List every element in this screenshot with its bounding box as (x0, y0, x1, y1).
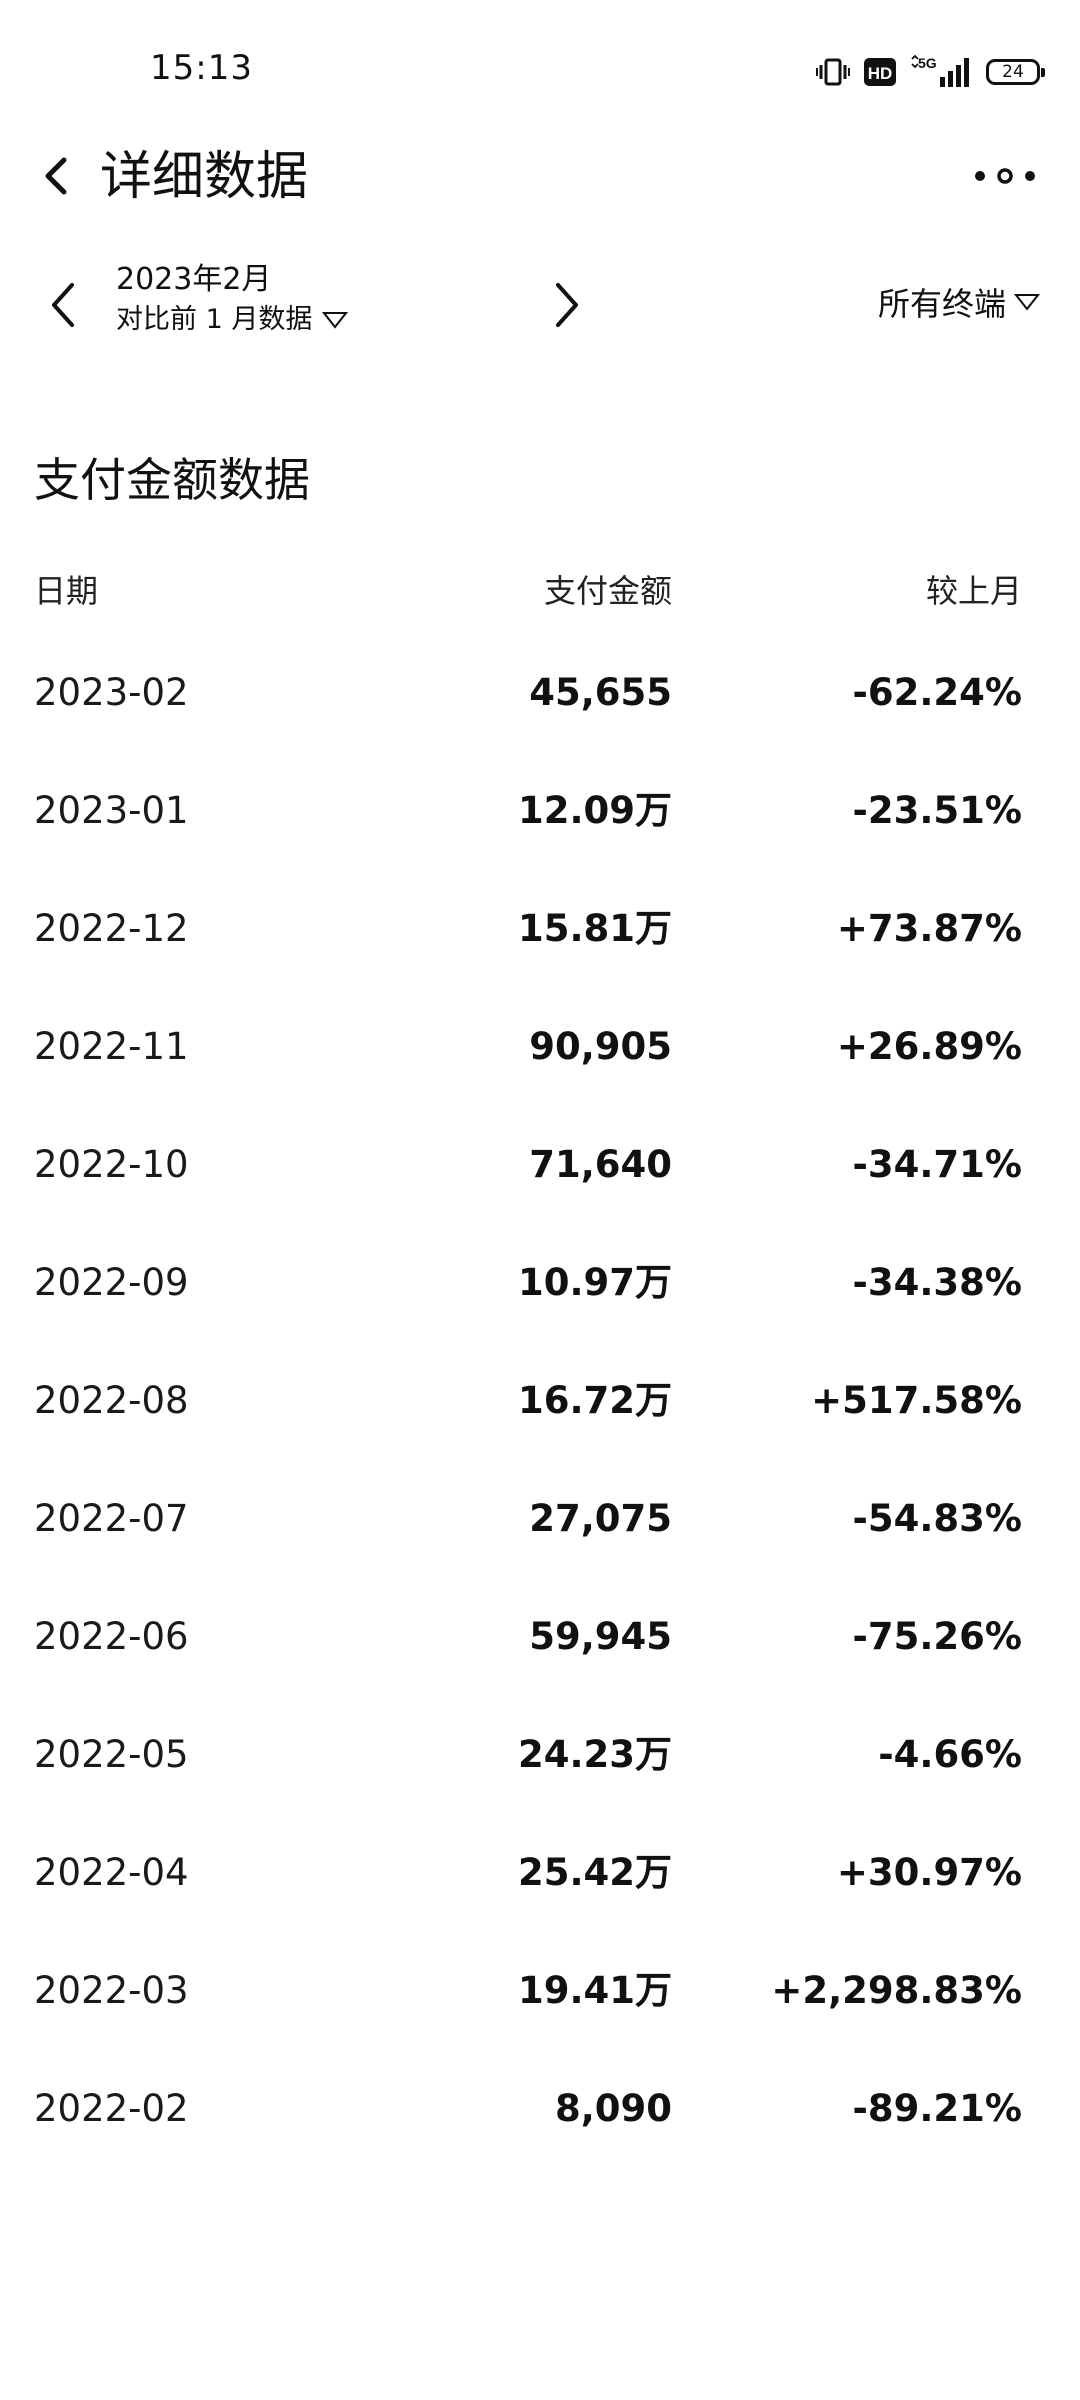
row-change: -62.24% (852, 671, 1022, 714)
row-date: 2022-10 (34, 1143, 189, 1186)
row-date: 2022-11 (34, 1025, 189, 1068)
chevron-left-icon (45, 157, 67, 195)
row-date: 2022-04 (34, 1851, 189, 1894)
row-change: -23.51% (852, 789, 1022, 832)
row-date: 2022-07 (34, 1497, 189, 1540)
chevron-left-icon (52, 283, 74, 327)
terminal-selector[interactable]: 所有终端 (878, 279, 1040, 325)
network-label: 5G (918, 55, 937, 71)
table-header: 日期 支付金额 较上月 (0, 555, 1080, 627)
chevron-right-icon (556, 283, 578, 327)
row-date: 2022-02 (34, 2087, 189, 2130)
section-title: 支付金额数据 (34, 453, 310, 507)
row-amount: 19.41万 (517, 1969, 672, 2012)
row-change: -4.66% (878, 1733, 1022, 1776)
row-date: 2023-02 (34, 671, 189, 714)
status-icons: HD 5G 24 (816, 52, 1045, 92)
row-amount: 16.72万 (517, 1379, 672, 1422)
table-row: 2022-05 24.23万 -4.66% (0, 1689, 1080, 1807)
row-amount: 12.09万 (517, 789, 672, 832)
row-change: -75.26% (852, 1615, 1022, 1658)
hd-icon: HD (864, 58, 896, 86)
back-button[interactable] (30, 148, 86, 204)
row-change: +30.97% (836, 1851, 1022, 1894)
row-change: -34.71% (852, 1143, 1022, 1186)
row-date: 2022-06 (34, 1615, 189, 1658)
status-bar: 15:13 HD 5G 24 (0, 0, 1080, 140)
table-row: 2023-01 12.09万 -23.51% (0, 745, 1080, 863)
row-amount: 10.97万 (517, 1261, 672, 1304)
table-row: 2022-06 59,945 -75.26% (0, 1571, 1080, 1689)
row-change: +26.89% (836, 1025, 1022, 1068)
row-date: 2022-05 (34, 1733, 189, 1776)
status-time: 15:13 (150, 48, 253, 88)
row-amount: 15.81万 (517, 907, 672, 950)
row-change: +73.87% (836, 907, 1022, 950)
row-amount: 59,945 (529, 1615, 672, 1658)
terminal-label: 所有终端 (877, 285, 1006, 323)
header-change: 较上月 (925, 572, 1022, 610)
row-amount: 71,640 (529, 1143, 672, 1186)
more-dots-icon (975, 168, 1035, 184)
dropdown-triangle-icon (1014, 294, 1040, 311)
row-amount: 27,075 (529, 1497, 672, 1540)
row-change: +517.58% (811, 1379, 1022, 1422)
next-month-button[interactable] (540, 275, 590, 335)
row-change: -89.21% (852, 2087, 1022, 2130)
hd-badge-text: HD (868, 64, 893, 83)
table-row: 2022-12 15.81万 +73.87% (0, 863, 1080, 981)
table-row: 2022-09 10.97万 -34.38% (0, 1217, 1080, 1335)
row-date: 2023-01 (34, 789, 189, 832)
table-row: 2022-02 8,090 -89.21% (0, 2043, 1080, 2161)
table-row: 2022-07 27,075 -54.83% (0, 1453, 1080, 1571)
row-amount: 90,905 (529, 1025, 672, 1068)
row-date: 2022-09 (34, 1261, 189, 1304)
row-change: -34.38% (852, 1261, 1022, 1304)
compare-label: 对比前 1 月数据 (116, 304, 313, 335)
filter-row: 2023年2月 对比前 1 月数据 所有终端 (0, 255, 1080, 365)
app-header: 详细数据 (0, 130, 1080, 230)
row-change: +2,298.83% (771, 1969, 1022, 2012)
row-amount: 8,090 (554, 2087, 672, 2130)
row-date: 2022-12 (34, 907, 189, 950)
table-row: 2022-11 90,905 +26.89% (0, 981, 1080, 1099)
header-date: 日期 (34, 572, 99, 610)
header-amount: 支付金额 (543, 572, 672, 610)
date-block: 2023年2月 对比前 1 月数据 (116, 259, 349, 339)
table-row: 2022-03 19.41万 +2,298.83% (0, 1925, 1080, 2043)
more-button[interactable] (970, 154, 1040, 198)
page-title: 详细数据 (100, 147, 309, 207)
compare-selector[interactable]: 对比前 1 月数据 (116, 301, 349, 339)
row-amount: 24.23万 (517, 1733, 672, 1776)
row-date: 2022-08 (34, 1379, 189, 1422)
vibrate-icon (816, 58, 850, 86)
table-row: 2022-08 16.72万 +517.58% (0, 1335, 1080, 1453)
payment-table: 日期 支付金额 较上月 2023-02 45,655 -62.24% 2023-… (0, 555, 1080, 2161)
row-amount: 45,655 (529, 671, 672, 714)
table-row: 2022-04 25.42万 +30.97% (0, 1807, 1080, 1925)
prev-month-button[interactable] (40, 275, 90, 335)
battery-icon: 24 (986, 59, 1045, 85)
table-row: 2022-10 71,640 -34.71% (0, 1099, 1080, 1217)
signal-5g-icon: 5G (911, 55, 969, 87)
current-month: 2023年2月 (116, 262, 272, 297)
row-change: -54.83% (852, 1497, 1022, 1540)
row-amount: 25.42万 (517, 1851, 672, 1894)
row-date: 2022-03 (34, 1969, 189, 2012)
dropdown-triangle-icon (322, 312, 349, 329)
table-row: 2023-02 45,655 -62.24% (0, 627, 1080, 745)
